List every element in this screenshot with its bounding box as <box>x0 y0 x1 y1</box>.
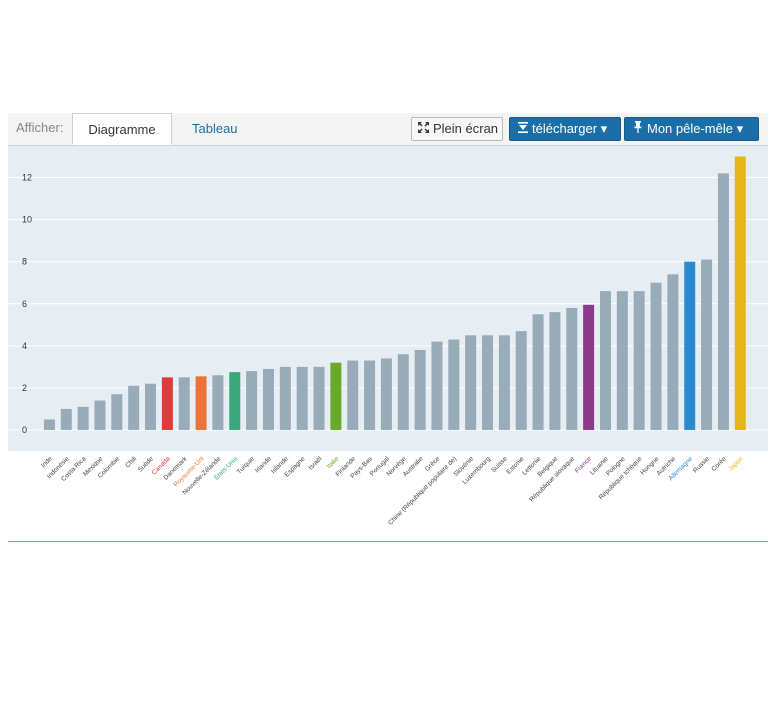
y-tick-label: 8 <box>22 257 27 267</box>
expand-icon <box>418 118 429 140</box>
my-pins-button[interactable]: Mon pêle-mêle ▾ <box>624 117 759 141</box>
bar[interactable] <box>701 259 713 430</box>
toolbar: Afficher: Diagramme Tableau Plein écran <box>8 113 768 146</box>
bar[interactable] <box>616 291 628 430</box>
download-button[interactable]: télécharger ▾ <box>509 117 621 141</box>
bar[interactable] <box>43 419 55 430</box>
bar[interactable] <box>94 400 106 430</box>
bar[interactable] <box>111 394 123 430</box>
bar[interactable] <box>161 377 173 430</box>
fullscreen-label: Plein écran <box>433 121 499 136</box>
bar[interactable] <box>717 173 729 430</box>
bar[interactable] <box>195 376 207 430</box>
bar[interactable] <box>178 377 190 430</box>
bar[interactable] <box>77 406 89 430</box>
bar[interactable] <box>364 360 376 430</box>
tab-chart[interactable]: Diagramme <box>72 113 172 145</box>
chevron-down-icon: ▾ <box>736 121 744 136</box>
bar[interactable] <box>313 366 325 430</box>
bar[interactable] <box>414 350 426 430</box>
bar[interactable] <box>583 304 595 430</box>
bar[interactable] <box>498 335 510 430</box>
show-label: Afficher: <box>16 120 64 135</box>
tab-table[interactable]: Tableau <box>192 121 238 136</box>
x-tick-label: Israël <box>307 455 324 472</box>
bar[interactable] <box>397 354 409 430</box>
y-tick-label: 10 <box>22 215 32 225</box>
x-tick-label: Russie <box>692 455 711 474</box>
bar[interactable] <box>60 408 72 430</box>
bar[interactable] <box>262 368 274 430</box>
bar[interactable] <box>380 358 392 430</box>
bar[interactable] <box>296 366 308 430</box>
bar[interactable] <box>145 383 157 430</box>
y-tick-label: 2 <box>22 383 27 393</box>
x-tick-label: Japon <box>727 455 745 473</box>
x-tick-label: Chili <box>124 455 138 469</box>
bar[interactable] <box>330 362 342 430</box>
bar[interactable] <box>566 307 578 430</box>
bar[interactable] <box>347 360 359 430</box>
y-tick-label: 6 <box>22 299 27 309</box>
bar[interactable] <box>212 375 224 430</box>
bar[interactable] <box>482 335 494 430</box>
bar[interactable] <box>549 312 561 430</box>
bar[interactable] <box>465 335 477 430</box>
download-label: télécharger <box>532 121 598 136</box>
bar[interactable] <box>448 339 460 430</box>
bar[interactable] <box>650 282 662 430</box>
bar[interactable] <box>667 274 679 430</box>
bar[interactable] <box>515 331 527 430</box>
chevron-down-icon: ▾ <box>600 121 608 136</box>
x-tick-label: Corée <box>710 455 728 473</box>
bar[interactable] <box>684 261 696 430</box>
bar[interactable] <box>431 341 443 430</box>
x-tick-label: Italie <box>326 455 341 470</box>
bar[interactable] <box>279 366 291 430</box>
y-tick-label: 4 <box>22 341 27 351</box>
bar[interactable] <box>246 371 258 430</box>
y-tick-label: 12 <box>22 173 32 183</box>
bar[interactable] <box>734 156 746 430</box>
pin-icon <box>633 118 643 140</box>
bar[interactable] <box>599 291 611 430</box>
bar[interactable] <box>229 372 241 430</box>
x-tick-label: Inde <box>40 455 54 469</box>
bar[interactable] <box>633 291 645 430</box>
my-pins-label: Mon pêle-mêle <box>647 121 733 136</box>
fullscreen-button[interactable]: Plein écran <box>411 117 503 141</box>
divider <box>8 541 768 542</box>
x-tick-label: Turquie <box>236 455 257 476</box>
download-icon <box>518 118 528 140</box>
bar[interactable] <box>128 385 140 430</box>
y-tick-label: 0 <box>22 425 27 435</box>
bar[interactable] <box>532 314 544 430</box>
chart-widget: Afficher: Diagramme Tableau Plein écran <box>8 113 768 543</box>
